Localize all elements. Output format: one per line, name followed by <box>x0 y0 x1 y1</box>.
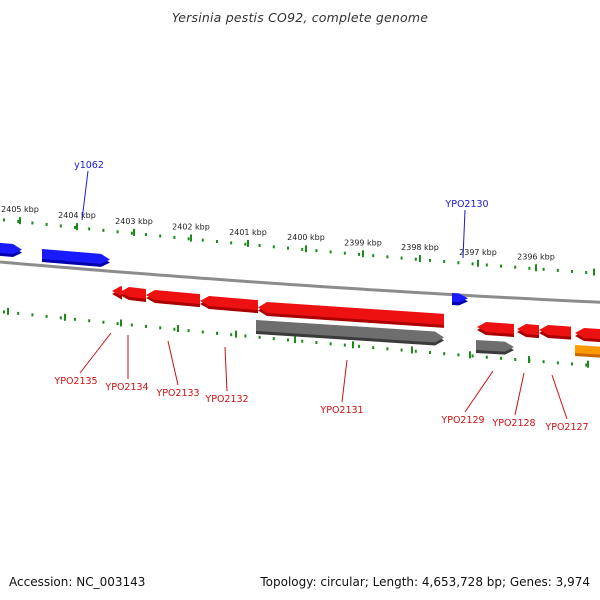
other-gene-bar <box>575 345 600 358</box>
reverse-gene-leader-line <box>551 374 568 420</box>
forward-gene-leader-line <box>462 209 466 259</box>
reverse-gene-label: YPO2134 <box>104 382 148 393</box>
reverse-gene-label: YPO2128 <box>491 418 535 429</box>
forward-gene-label: y1062 <box>74 160 104 171</box>
other-gene-bar-body <box>575 345 600 355</box>
map-title: Yersinia pestis CO92, complete genome <box>171 10 429 25</box>
reverse-gene-arrow-body <box>517 324 539 336</box>
ruler-label-kbp: 2396 kbp <box>517 252 555 261</box>
reverse-gene-arrow-body <box>539 325 571 337</box>
forward-gene-arrow-body <box>0 242 22 254</box>
reverse-gene-arrow-body <box>575 328 600 340</box>
ruler-label-kbp: 2402 kbp <box>172 223 210 232</box>
reverse-gene-arrow-body <box>477 322 514 335</box>
reverse-gene-arrow-body <box>112 286 122 297</box>
pseudo-gene-bar <box>256 320 444 346</box>
reverse-gene-leader-line <box>341 359 348 403</box>
reverse-gene-label: YPO2132 <box>204 394 248 405</box>
reverse-gene-arrow <box>258 302 444 328</box>
forward-gene-label: YPO2130 <box>444 199 488 210</box>
ruler-label-kbp: 2401 kbp <box>229 228 267 237</box>
forward-gene-arrow <box>0 242 22 257</box>
genome-summary-text: Topology: circular; Length: 4,653,728 bp… <box>260 575 590 589</box>
reverse-gene-leader-line <box>514 372 525 416</box>
reverse-gene-label: YPO2129 <box>440 415 484 426</box>
ruler-label-kbp: 2404 kbp <box>58 211 96 220</box>
reverse-gene-arrow <box>575 328 600 343</box>
reverse-gene-arrow-body <box>146 290 200 305</box>
reverse-gene-arrow-body <box>120 287 146 300</box>
reverse-gene-arrow-body <box>258 302 444 325</box>
reverse-gene-arrow <box>120 287 146 303</box>
reverse-gene-leader-line <box>464 370 494 413</box>
pseudo-gene-bar <box>476 340 514 355</box>
reverse-gene-arrow <box>146 290 200 308</box>
reverse-gene-leader-line <box>224 346 228 392</box>
reverse-gene-label: YPO2127 <box>544 422 588 433</box>
pseudo-gene-bar-body <box>256 320 444 343</box>
reverse-gene-arrow <box>200 296 258 314</box>
reverse-gene-arrow-body <box>200 296 258 311</box>
accession-text: Accession: NC_003143 <box>9 575 146 589</box>
forward-gene-arrow <box>42 249 110 267</box>
reverse-gene-label: YPO2133 <box>155 388 199 399</box>
reverse-gene-arrow <box>539 325 571 340</box>
reverse-gene-arrow <box>477 322 514 338</box>
ruler-label-kbp: 2397 kbp <box>459 248 497 257</box>
forward-gene-arrow <box>452 293 468 306</box>
genome-backbone <box>0 260 600 304</box>
ruler-label-kbp: 2405 kbp <box>1 205 39 214</box>
reverse-gene-label: YPO2135 <box>53 376 97 387</box>
reverse-gene-arrow <box>517 324 539 339</box>
reverse-gene-leader-line <box>79 332 112 374</box>
forward-gene-leader-line <box>81 170 89 221</box>
ruler-label-kbp: 2398 kbp <box>401 243 439 252</box>
ruler-label-kbp: 2399 kbp <box>344 238 382 247</box>
pseudo-gene-bar-body <box>476 340 514 352</box>
ruler-label-kbp: 2403 kbp <box>115 217 153 226</box>
forward-gene-arrow-body <box>452 293 468 303</box>
reverse-gene-leader-line <box>167 340 179 386</box>
reverse-gene-arrow <box>112 286 122 300</box>
forward-gene-arrow-body <box>42 249 110 264</box>
reverse-gene-label: YPO2131 <box>319 405 363 416</box>
ruler-label-kbp: 2400 kbp <box>287 233 325 242</box>
